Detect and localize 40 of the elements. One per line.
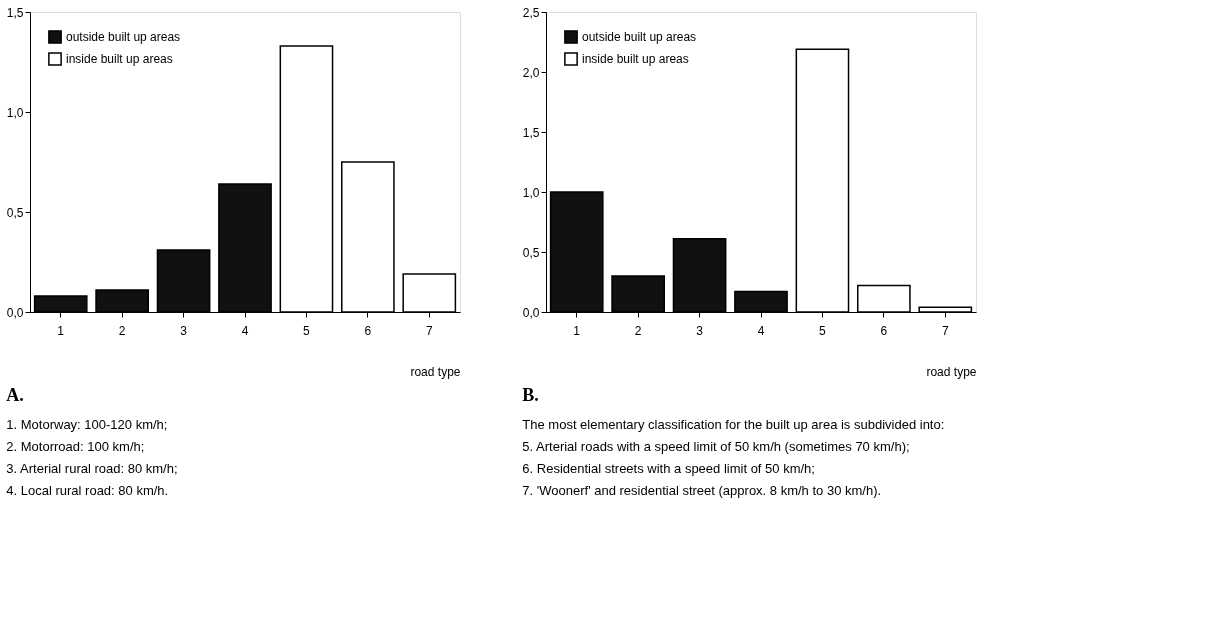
y-tick-label: 1,0 [522,185,540,200]
y-tick-label: 2,5 [522,5,540,20]
x-tick-label: 6 [364,323,372,338]
x-axis-title: road type [926,364,977,379]
text: 4. Local rural road: 80 km/h. [6,483,169,498]
y-tick-label: 0,0 [6,305,24,320]
text: B. [522,385,539,405]
x-tick-label: 3 [180,323,188,338]
legend-label: outside built up areas [582,30,697,44]
y-tick-label: 0,5 [6,205,24,220]
x-axis-title: road type [410,364,461,379]
text: A. [6,385,24,405]
x-tick-label: 3 [696,323,704,338]
x-tick-label: 1 [573,323,581,338]
text: 3. Arterial rural road: 80 km/h; [6,461,178,476]
x-tick-label: 4 [757,323,765,338]
x-tick-label: 2 [634,323,642,338]
y-tick-label: 1,5 [6,5,24,20]
text: The most elementary classification for the built up area is subdivided into: [522,417,945,432]
text: 5. Arterial roads with a speed limit of 50 km/h (sometimes 70 km/h); [522,439,910,454]
x-tick-label: 5 [819,323,827,338]
x-tick-label: 7 [941,323,949,338]
text: 2. Motorroad: 100 km/h; [6,439,145,454]
text: 6. Residential streets with a speed limit of 50 km/h; [522,461,815,476]
x-tick-label: 2 [118,323,126,338]
legend-label: inside built up areas [582,52,689,66]
text: 1. Motorway: 100-120 km/h; [6,417,168,432]
x-tick-label: 7 [425,323,433,338]
x-tick-label: 5 [303,323,311,338]
text: 7. 'Woonerf' and residential street (approx. 8 km/h to 30 km/h). [522,483,882,498]
y-tick-label: 1,5 [522,125,540,140]
y-tick-label: 0,5 [522,245,540,260]
legend-label: outside built up areas [66,30,181,44]
x-tick-label: 4 [241,323,249,338]
x-tick-label: 1 [57,323,65,338]
y-tick-label: 1,0 [6,105,24,120]
y-tick-label: 2,0 [522,65,540,80]
y-tick-label: 0,0 [522,305,540,320]
legend-label: inside built up areas [66,52,173,66]
x-tick-label: 6 [880,323,888,338]
